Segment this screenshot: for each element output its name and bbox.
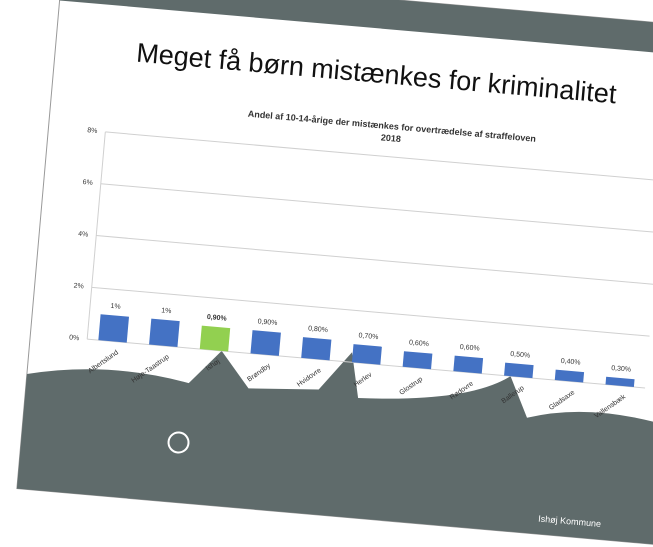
top-band (59, 0, 653, 57)
bar (453, 355, 484, 374)
y-tick-label: 4% (78, 231, 89, 239)
value-label: 0,40% (560, 358, 580, 367)
value-label: 0,80% (308, 325, 328, 334)
value-label: 0,50% (510, 351, 530, 360)
bar (149, 318, 180, 348)
value-label: 1% (161, 307, 172, 315)
bar (199, 325, 231, 352)
chart-year: 2018 (380, 132, 401, 144)
value-label: 0,90% (207, 314, 228, 323)
bar (98, 314, 130, 343)
value-label: 0,60% (459, 344, 479, 353)
bottom-skyline (16, 350, 653, 545)
value-label: 0,60% (409, 339, 429, 348)
bar (504, 362, 534, 379)
grid-line (96, 235, 653, 285)
value-label: 0,70% (358, 332, 378, 341)
y-tick-label: 2% (73, 283, 84, 291)
grid-line (91, 286, 650, 337)
bike-icon (167, 431, 190, 454)
y-axis (86, 131, 106, 340)
y-tick-label: 6% (82, 179, 93, 187)
bar (605, 376, 635, 387)
value-label: 0,90% (257, 318, 277, 327)
grid-line (100, 183, 653, 234)
bar (351, 344, 382, 365)
bar (250, 330, 281, 356)
bar (301, 337, 332, 361)
value-label: 1% (110, 303, 121, 311)
value-label: 0,30% (611, 365, 631, 374)
bar (554, 369, 585, 383)
bar (402, 351, 433, 370)
grid-line (105, 131, 653, 182)
y-tick-label: 0% (69, 334, 80, 342)
slide: Ishøj Kommune Meget få børn mistænkes fo… (16, 0, 653, 545)
y-tick-label: 8% (87, 127, 98, 135)
